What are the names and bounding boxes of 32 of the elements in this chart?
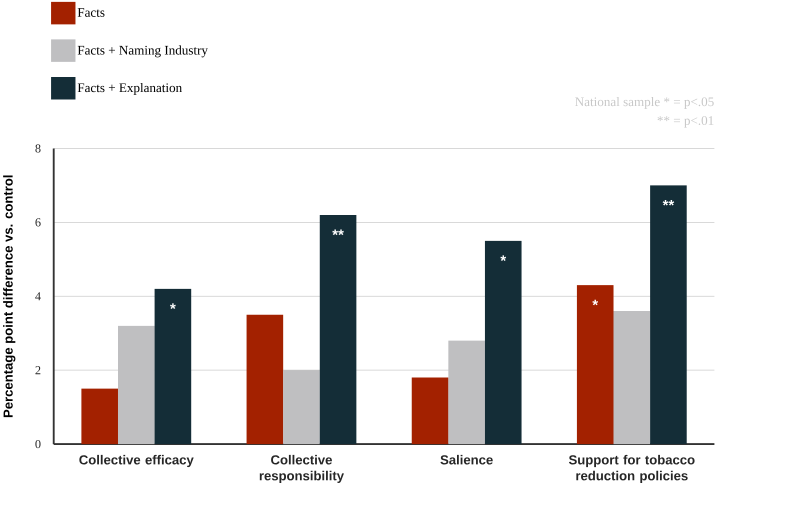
y-tick-label: 8 (35, 144, 41, 153)
data-label: * (170, 304, 176, 310)
y-tick-label: 4 (35, 292, 41, 300)
bar (412, 378, 448, 444)
y-tick-label: 0 (35, 440, 41, 448)
legend-label: Facts (78, 8, 104, 17)
bar (118, 326, 155, 444)
bar (320, 215, 356, 444)
data-label: ** (662, 200, 674, 206)
x-tick-label: Collective efficacy (79, 455, 194, 468)
x-tick-label: Collective responsibility (260, 455, 344, 484)
text: National sample * = p<.05 (575, 97, 714, 109)
bar (484, 240, 522, 444)
bar (650, 186, 687, 444)
bar (81, 388, 118, 444)
legend-label: Facts + Explanation (78, 83, 182, 95)
data-label: * (592, 300, 598, 306)
bar (283, 370, 320, 444)
y-tick-label: 6 (35, 218, 41, 227)
x-tick-label: Support for tobacco reduction policies (568, 455, 695, 484)
bar (576, 285, 614, 444)
legend-label: Facts + Naming Industry (78, 46, 208, 58)
y-tick-label: 2 (35, 366, 40, 374)
y-axis-title: Percentage point difference vs. control (3, 176, 16, 418)
bar (154, 289, 192, 444)
bar (448, 340, 485, 444)
x-tick-label: Salience (440, 455, 493, 465)
data-label: * (500, 256, 506, 262)
bar (614, 311, 650, 444)
data-label: ** (332, 230, 344, 236)
text: ** = p<.01 (658, 116, 714, 128)
bar (246, 314, 284, 444)
